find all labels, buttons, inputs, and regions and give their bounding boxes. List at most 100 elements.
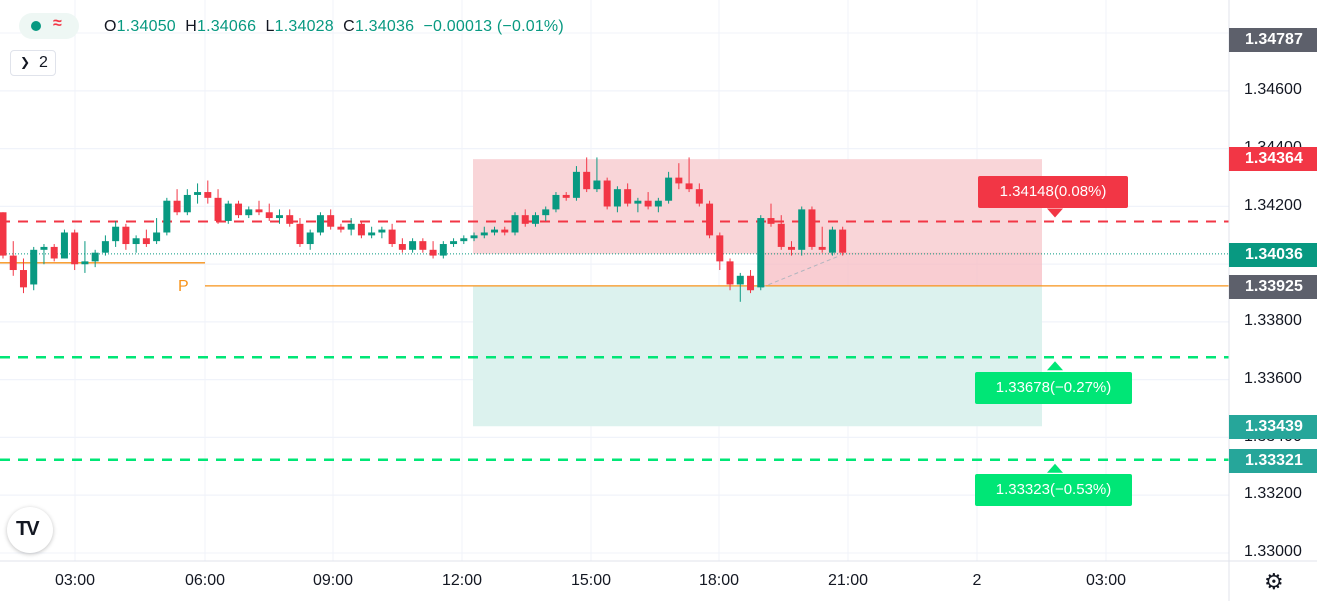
stop-marker [1047,208,1063,218]
candle-body [828,229,836,253]
time-axis-label: 03:00 [1085,572,1127,589]
candle-body [357,223,365,236]
candle-body [480,232,488,236]
time-axis-label: 21:00 [827,572,869,589]
candle-body [542,209,550,216]
candle-body [368,232,376,236]
candle-body [347,223,355,230]
candle-body [316,215,324,233]
time-axis-label: 18:00 [698,572,740,589]
candle-body [235,203,243,216]
horizontal-lines [0,208,1229,473]
candle-body [501,229,509,233]
candle-body [9,255,17,271]
candle-body [767,218,775,224]
candle-body [787,246,795,250]
candle-body [665,177,673,201]
candle-body [194,192,202,195]
tradingview-logo[interactable]: TV [7,507,53,553]
gear-icon[interactable]: ⚙ [1264,569,1284,594]
candle-body [777,223,785,247]
candle-body [521,215,529,224]
candle-body [91,252,99,262]
candle-body [245,209,253,216]
candle-body [644,200,652,207]
candle-body [19,270,27,288]
candle-body [439,244,447,256]
candle-body [634,200,642,204]
candle-body [491,229,499,233]
candle-body [204,192,212,198]
candle-body [275,215,283,219]
candle-body [726,261,734,285]
candle-body [398,244,406,250]
candle-body [153,232,161,242]
candle-body [71,232,79,265]
candle-body [183,194,191,213]
candle-body [562,194,570,198]
position-trend-line [761,255,841,288]
candle-body [531,215,539,224]
stop-zone-inner [760,252,1042,286]
take-profit-1-label[interactable]: 1.33678(−0.27%) [975,372,1132,404]
take-profit-2-label[interactable]: 1.33323(−0.53%) [975,474,1132,506]
candle-body [818,246,826,250]
price-tag-pivot: 1.33925 [1229,275,1317,299]
candle-body [0,212,7,256]
candle-body [337,226,345,230]
time-axis-label: 09:00 [312,572,354,589]
candle-body [552,194,560,210]
price-axis-label: 1.33200 [1244,485,1302,503]
candle-body [685,183,693,190]
candle-body [214,197,222,221]
time-axis-label: 06:00 [184,572,226,589]
candle-body [839,229,847,253]
candle-body [470,235,478,239]
candle-body [255,209,263,213]
chevron-down-icon: ❯ [20,55,31,69]
candle-body [706,203,714,236]
circle-icon [31,21,41,31]
price-axis-label: 1.34600 [1244,81,1302,98]
price-axis-label: 1.33000 [1244,543,1302,560]
candle-body [30,249,38,285]
candle-body [112,226,120,242]
candle-body [429,249,437,256]
candle-body [60,232,68,259]
time-axis-label: 15:00 [570,572,612,589]
pivot-label: P [178,278,189,295]
candle-body [122,226,130,245]
candle-body [378,229,386,233]
take-profit-marker [1047,463,1063,473]
candle-body [695,189,703,204]
candle-body [511,215,519,233]
price-tag-stop: 1.34364 [1229,147,1317,171]
candle-body [747,275,755,291]
candle-body [142,238,150,245]
collapse-indicators-button[interactable]: ❯ 2 [10,50,56,76]
candles [0,157,847,302]
candle-body [409,241,417,250]
candle-body [460,238,468,242]
candle-body [81,261,89,265]
candle-body [388,229,396,245]
candle-body [286,215,294,224]
candle-body [808,209,816,247]
candle-body [624,189,632,204]
candle-body [450,241,458,245]
price-tag-target2: 1.33321 [1229,449,1317,473]
stop-loss-label[interactable]: 1.34148(0.08%) [978,176,1128,208]
candle-body [654,200,662,207]
approx-icon: ≈ [53,15,62,32]
symbol-legend-pill[interactable]: ≈ [19,13,79,39]
price-tag-top: 1.34787 [1229,28,1317,52]
candle-body [265,212,273,219]
candle-body [296,223,304,245]
candle-body [173,200,181,213]
take-profit-marker [1047,361,1063,371]
time-axis-label: 12:00 [441,572,483,589]
price-axis-label: 1.33600 [1244,369,1302,387]
candle-body [798,209,806,250]
